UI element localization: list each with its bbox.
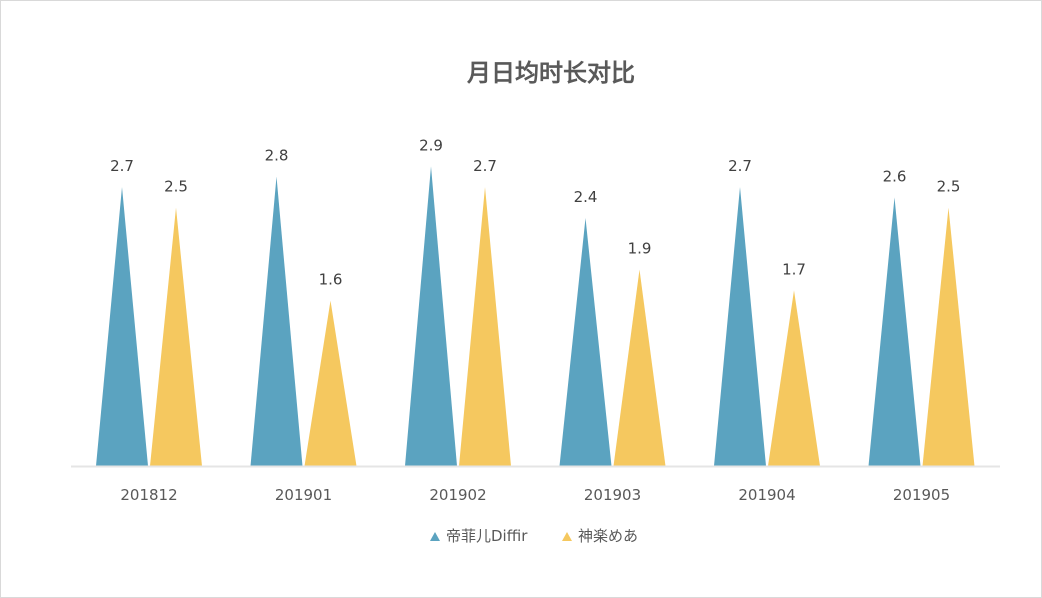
bar-series1-201903 bbox=[559, 218, 612, 466]
bars-group: 2.7 2.5 2.8 1.6 2.9 2.7 2.4 1.9 2.7 1.7 2.6 2.5 bbox=[96, 136, 975, 467]
x-tick-labels: 201812 201901 201902 201903 201904 201905 bbox=[120, 486, 950, 504]
bar-series1-201902 bbox=[405, 166, 457, 467]
data-label-series1-201905: 2.6 bbox=[883, 167, 907, 185]
data-label-series2-201904: 1.7 bbox=[782, 260, 806, 278]
x-tick-label: 201903 bbox=[584, 486, 641, 504]
bar-series1-201905 bbox=[868, 197, 921, 467]
data-label-series2-201902: 2.7 bbox=[473, 157, 497, 175]
legend-marker-series1 bbox=[430, 532, 440, 541]
data-label-series1-201904: 2.7 bbox=[728, 157, 752, 175]
data-label-series2-201812: 2.5 bbox=[164, 178, 188, 196]
bar-series1-201901 bbox=[250, 176, 303, 466]
legend: 帝菲儿Diffir 神楽めあ bbox=[430, 527, 638, 545]
x-tick-label: 201901 bbox=[275, 486, 332, 504]
bar-series2-201905 bbox=[922, 207, 975, 466]
data-label-series2-201903: 1.9 bbox=[628, 240, 652, 258]
legend-label-series1: 帝菲儿Diffir bbox=[446, 527, 528, 545]
legend-label-series2: 神楽めあ bbox=[578, 527, 638, 545]
x-tick-label: 201812 bbox=[120, 486, 177, 504]
bar-series2-201812 bbox=[150, 207, 202, 466]
data-label-series2-201901: 1.6 bbox=[319, 271, 343, 289]
bar-series2-201902 bbox=[459, 187, 511, 466]
chart-title: 月日均时长对比 bbox=[466, 59, 635, 87]
data-label-series1-201812: 2.7 bbox=[110, 157, 134, 175]
bar-series1-201904 bbox=[714, 187, 766, 466]
bar-series2-201903 bbox=[613, 269, 666, 466]
data-label-series2-201905: 2.5 bbox=[937, 178, 961, 196]
legend-marker-series2 bbox=[562, 532, 572, 541]
data-label-series1-201903: 2.4 bbox=[574, 188, 598, 206]
x-tick-label: 201904 bbox=[738, 486, 795, 504]
bar-series1-201812 bbox=[96, 187, 148, 466]
data-label-series1-201901: 2.8 bbox=[265, 147, 289, 165]
x-tick-label: 201902 bbox=[429, 486, 486, 504]
x-tick-label: 201905 bbox=[893, 486, 950, 504]
bar-series2-201901 bbox=[304, 300, 357, 466]
bar-series2-201904 bbox=[768, 290, 820, 466]
data-label-series1-201902: 2.9 bbox=[419, 136, 443, 154]
